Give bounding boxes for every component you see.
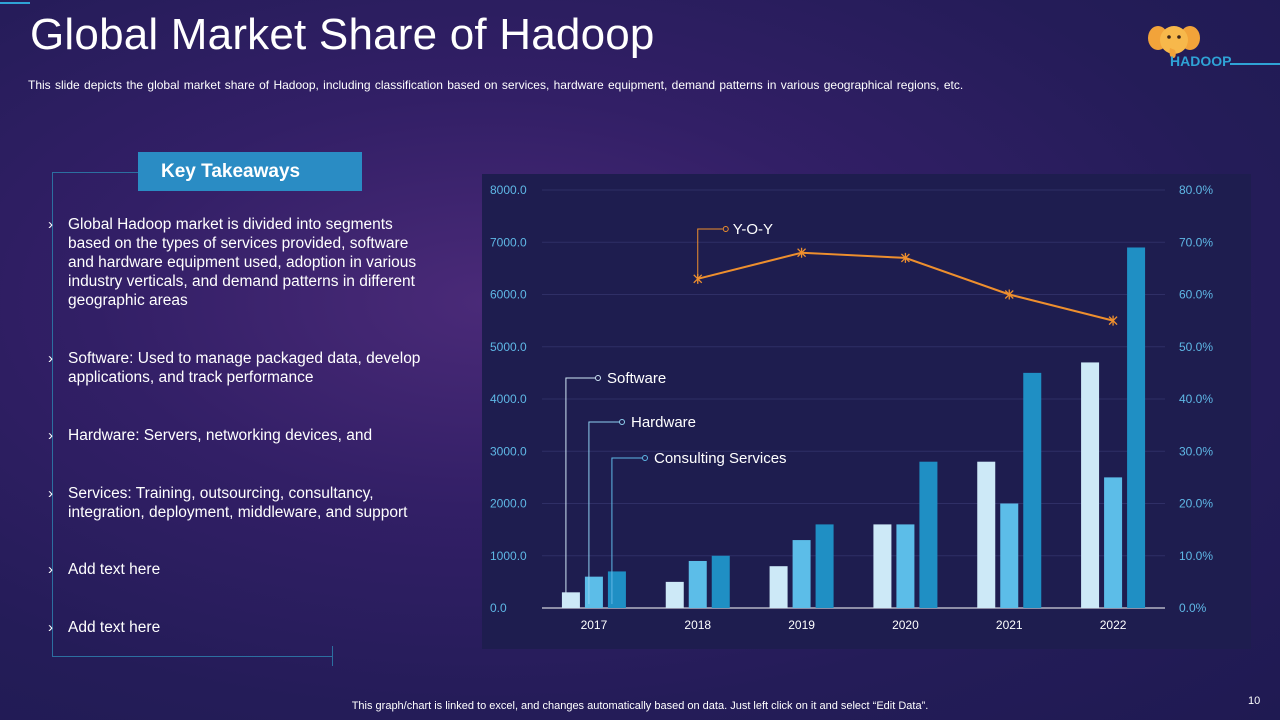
y-tick-right: 10.0% (1179, 549, 1213, 563)
takeaway-text: Software: Used to manage packaged data, … (68, 350, 421, 386)
y-tick-right: 20.0% (1179, 497, 1213, 511)
callout-dot (595, 375, 601, 381)
bar-consulting-services (711, 555, 730, 608)
chart-canvas: 0.0 1000.0 2000.0 3000.0 4000.0 5000.0 6000.0 7… (490, 183, 1213, 632)
takeaway-item: › Add text here (48, 618, 428, 637)
bar-hardware (1000, 503, 1019, 608)
bar-hardware (896, 524, 915, 608)
callout-label: Consulting Services (654, 450, 787, 467)
logo-underline (1230, 63, 1280, 65)
takeaway-text: Hardware: Servers, networking devices, a… (68, 427, 373, 444)
slide-title: Global Market Share of Hadoop (30, 10, 655, 59)
takeaway-item: › Global Hadoop market is divided into s… (48, 215, 428, 310)
bar-hardware (792, 540, 811, 608)
takeaway-text: Add text here (68, 561, 161, 578)
bar-consulting-services (815, 524, 834, 608)
yoy-point (1004, 289, 1014, 300)
x-tick-label: 2018 (684, 618, 711, 632)
takeaways-frame (52, 172, 333, 657)
chevron-right-icon: › (48, 619, 53, 636)
bar-software (665, 581, 684, 608)
market-share-chart[interactable]: 0.0 1000.0 2000.0 3000.0 4000.0 5000.0 6000.0 7… (482, 174, 1251, 649)
takeaway-item: › Software: Used to manage packaged data… (48, 349, 428, 387)
x-tick-label: 2017 (581, 618, 608, 632)
hadoop-logo: HADOOP (1140, 20, 1280, 70)
chevron-right-icon: › (48, 561, 53, 578)
top-accent-rule (0, 2, 30, 4)
callout-leader (697, 228, 723, 279)
yoy-point (1108, 315, 1118, 326)
slide-subtitle: This slide depicts the global market sha… (28, 78, 964, 92)
takeaways-frame-tick (332, 646, 333, 666)
bar-software (1081, 362, 1100, 608)
takeaway-text: Global Hadoop market is divided into seg… (68, 216, 417, 309)
bar-consulting-services (607, 571, 626, 608)
y-tick-left: 2000.0 (490, 497, 527, 511)
callout-dot (619, 419, 625, 425)
y-tick-right: 50.0% (1179, 340, 1213, 354)
bar-software (561, 592, 580, 608)
logo-label: HADOOP (1170, 53, 1232, 69)
callout-dot (722, 226, 729, 232)
bar-hardware (584, 576, 603, 608)
y-tick-right: 30.0% (1179, 444, 1213, 458)
bar-consulting-services (1127, 247, 1146, 608)
yoy-point (797, 247, 807, 258)
callout-dot (642, 455, 648, 461)
takeaway-item: › Hardware: Servers, networking devices,… (48, 426, 428, 445)
y-tick-left: 4000.0 (490, 392, 527, 406)
y-tick-left: 5000.0 (490, 340, 527, 354)
yoy-point (900, 252, 910, 263)
bar-hardware (688, 560, 707, 608)
bar-hardware (1104, 477, 1123, 608)
x-tick-label: 2021 (996, 618, 1023, 632)
y-tick-left: 1000.0 (490, 549, 527, 563)
chevron-right-icon: › (48, 485, 53, 502)
page-number: 10 (1248, 695, 1261, 707)
y-tick-left: 6000.0 (490, 288, 527, 302)
y-tick-left: 0.0 (490, 601, 507, 615)
callout-label: Y-O-Y (733, 221, 773, 238)
callout-leader (611, 457, 642, 604)
takeaways-frame-top (52, 172, 138, 173)
y-tick-right: 70.0% (1179, 235, 1213, 249)
y-tick-right: 40.0% (1179, 392, 1213, 406)
y-tick-left: 8000.0 (490, 183, 527, 197)
bar-software (769, 566, 788, 608)
y-tick-right: 60.0% (1179, 288, 1213, 302)
callout-label: Software (607, 370, 666, 387)
x-tick-label: 2019 (788, 618, 815, 632)
y-tick-left: 3000.0 (490, 444, 527, 458)
y-tick-right: 0.0% (1179, 601, 1207, 615)
bar-software (977, 461, 996, 608)
takeaway-item: › Services: Training, outsourcing, consu… (48, 484, 428, 522)
y-tick-right: 80.0% (1179, 183, 1213, 197)
bar-consulting-services (919, 461, 938, 608)
callout-leader (565, 377, 595, 604)
chevron-right-icon: › (48, 350, 53, 367)
chevron-right-icon: › (48, 216, 53, 233)
key-takeaways-header: Key Takeaways (138, 152, 362, 191)
elephant-icon (1148, 26, 1200, 58)
takeaway-text: Services: Training, outsourcing, consult… (68, 485, 408, 521)
chevron-right-icon: › (48, 427, 53, 444)
bar-software (873, 524, 892, 608)
callout-leader (588, 421, 619, 604)
x-tick-label: 2020 (892, 618, 919, 632)
callout-label: Hardware (631, 414, 696, 431)
bar-consulting-services (1023, 372, 1042, 608)
takeaway-item: › Add text here (48, 560, 428, 579)
x-tick-label: 2022 (1100, 618, 1127, 632)
takeaway-text: Add text here (68, 619, 161, 636)
y-tick-left: 7000.0 (490, 235, 527, 249)
footer-note: This graph/chart is linked to excel, and… (351, 700, 929, 712)
